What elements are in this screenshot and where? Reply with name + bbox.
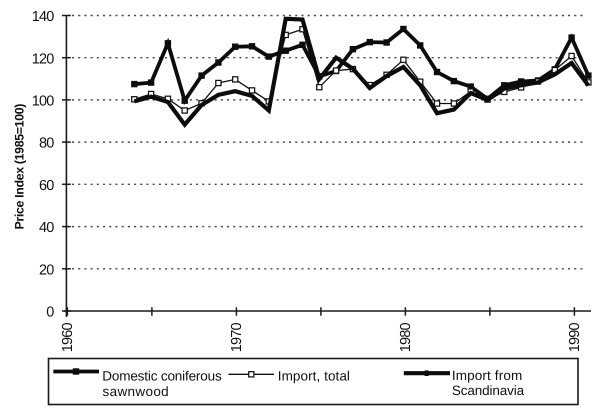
svg-text:100: 100 — [32, 94, 55, 110]
svg-text:1980: 1980 — [398, 323, 414, 353]
svg-text:Scandinavia: Scandinavia — [452, 383, 525, 398]
svg-text:sawnwood: sawnwood — [103, 384, 170, 399]
svg-text:140: 140 — [32, 9, 55, 25]
svg-text:Domestic coniferous: Domestic coniferous — [102, 368, 222, 383]
svg-text:40: 40 — [39, 220, 54, 236]
svg-text:120: 120 — [32, 51, 55, 67]
svg-text:1990: 1990 — [567, 323, 583, 353]
svg-text:Price Index (1985=100): Price Index (1985=100) — [12, 104, 26, 230]
svg-text:1960: 1960 — [60, 323, 76, 353]
svg-text:Import from: Import from — [452, 368, 522, 383]
svg-text:1970: 1970 — [229, 323, 245, 353]
svg-text:20: 20 — [39, 262, 54, 278]
svg-text:80: 80 — [39, 136, 54, 152]
svg-text:0: 0 — [46, 305, 54, 321]
svg-text:Import, total: Import, total — [278, 368, 350, 383]
svg-text:60: 60 — [39, 178, 54, 194]
